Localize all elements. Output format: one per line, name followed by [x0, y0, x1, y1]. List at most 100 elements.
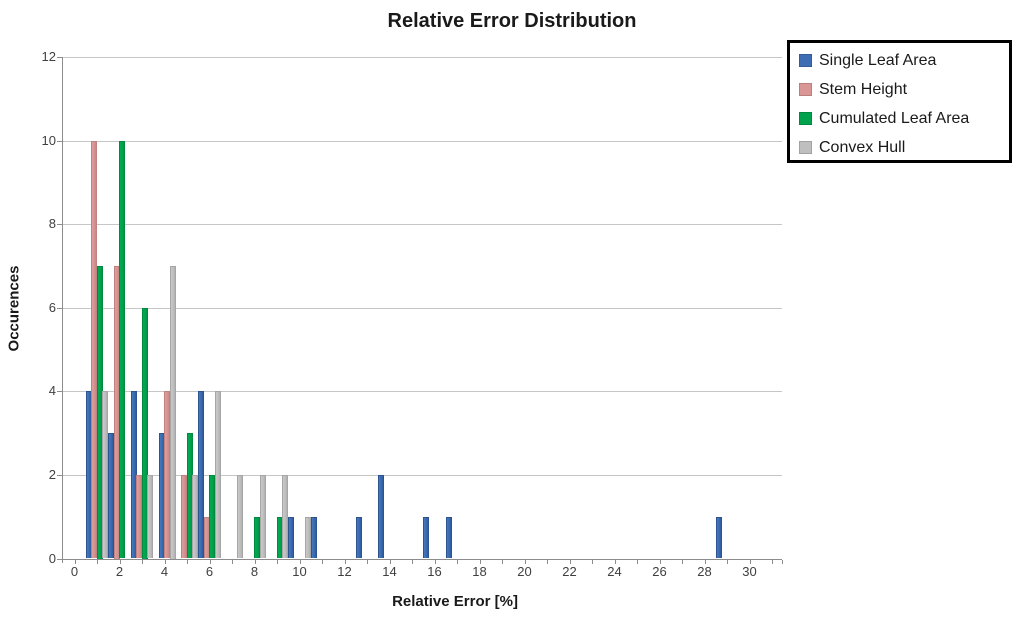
- x-tick-label: 4: [160, 564, 169, 579]
- bar-2-bin5: [186, 433, 193, 559]
- x-tick: [232, 559, 233, 564]
- x-tick: [547, 559, 548, 564]
- y-axis-title: Occurences: [5, 265, 23, 352]
- x-tick: [142, 559, 143, 564]
- gridline: [62, 57, 782, 58]
- x-tick: [322, 559, 323, 564]
- bar-3-bin10: [304, 516, 311, 559]
- x-tick: [74, 559, 76, 564]
- x-tick: [479, 559, 481, 564]
- x-tick-label: 20: [517, 564, 532, 579]
- bar-0-bin1: [85, 391, 92, 559]
- legend-label: Stem Height: [819, 80, 908, 98]
- legend-item-0: Single Leaf Area: [799, 46, 1009, 75]
- x-tick: [412, 559, 413, 564]
- bar-2-bin8: [254, 516, 261, 559]
- x-tick-label: 14: [382, 564, 397, 579]
- x-axis-line: [58, 558, 782, 560]
- y-tick-label: 10: [41, 132, 56, 148]
- x-tick: [389, 559, 391, 564]
- bar-2-bin9: [276, 516, 283, 559]
- bar-0-bin11: [310, 516, 317, 559]
- y-axis-line: [62, 57, 63, 563]
- x-tick: [524, 559, 526, 564]
- gridline: [62, 474, 782, 476]
- x-tick: [727, 559, 728, 564]
- bar-1-bin3: [136, 474, 143, 559]
- bar-2-bin3: [141, 307, 148, 559]
- x-tick-label: 16: [427, 564, 442, 579]
- x-tick: [367, 559, 368, 564]
- chart-title: Relative Error Distribution: [387, 10, 637, 32]
- x-tick: [614, 559, 616, 564]
- y-tick-label: 8: [48, 216, 56, 232]
- x-tick: [704, 559, 706, 564]
- bar-3-bin8: [259, 474, 266, 559]
- x-tick: [97, 559, 98, 564]
- x-tick: [434, 559, 436, 564]
- bar-2-bin1: [96, 266, 103, 559]
- y-tick: [57, 140, 62, 142]
- legend-label: Convex Hull: [819, 138, 906, 156]
- x-tick: [344, 559, 346, 564]
- bar-3-bin4: [169, 266, 176, 559]
- legend-item-2: Cumulated Leaf Area: [799, 104, 1009, 133]
- bar-1-bin5: [181, 474, 188, 559]
- bar-1-bin2: [113, 266, 120, 559]
- bar-0-bin16: [423, 516, 430, 559]
- y-tick: [57, 57, 62, 58]
- y-tick-label: 2: [48, 466, 56, 482]
- bar-3-bin7: [237, 474, 244, 559]
- x-tick: [637, 559, 638, 564]
- bar-3-bin3: [147, 474, 154, 559]
- bar-0-bin6: [198, 391, 205, 559]
- x-tick: [187, 559, 188, 564]
- x-tick: [502, 559, 503, 564]
- bar-0-bin13: [355, 516, 362, 559]
- legend-swatch-icon: [799, 112, 812, 125]
- x-tick: [277, 559, 278, 564]
- x-tick-label: 0: [70, 564, 79, 579]
- x-tick: [119, 559, 121, 564]
- legend-swatch-icon: [799, 83, 812, 96]
- y-tick-label: 4: [48, 383, 56, 399]
- bar-2-bin2: [119, 140, 126, 559]
- gridline: [62, 140, 782, 142]
- x-tick: [299, 559, 301, 564]
- bar-0-bin3: [130, 391, 137, 559]
- x-tick-label: 12: [337, 564, 352, 579]
- bar-1-bin4: [164, 391, 171, 559]
- x-tick-label: 18: [472, 564, 487, 579]
- bar-0-bin4: [158, 433, 165, 559]
- x-tick: [209, 559, 211, 564]
- y-tick-label: 6: [48, 299, 56, 315]
- x-tick-label: 30: [742, 564, 757, 579]
- bar-3-bin9: [282, 474, 289, 559]
- y-tick-label: 12: [41, 49, 56, 64]
- bar-0-bin14: [378, 474, 385, 559]
- x-tick: [682, 559, 683, 564]
- bar-3-bin1: [102, 391, 109, 559]
- y-tick-label: 0: [48, 550, 56, 566]
- x-tick: [254, 559, 256, 564]
- bar-3-bin5: [192, 474, 199, 559]
- y-tick: [57, 474, 62, 476]
- y-tick: [57, 391, 62, 393]
- bar-3-bin6: [214, 391, 221, 559]
- x-tick-label: 28: [697, 564, 712, 579]
- gridline: [62, 391, 782, 393]
- x-tick-label: 8: [250, 564, 259, 579]
- legend-label: Cumulated Leaf Area: [819, 109, 970, 127]
- bar-1-bin6: [203, 516, 210, 559]
- bar-2-bin6: [209, 474, 216, 559]
- x-tick-label: 22: [562, 564, 577, 579]
- x-tick: [659, 559, 661, 564]
- y-tick: [57, 558, 62, 560]
- x-tick-label: 6: [205, 564, 214, 579]
- x-tick-label: 26: [652, 564, 667, 579]
- x-axis-title: Relative Error [%]: [392, 593, 518, 610]
- bar-0-bin29: [715, 516, 722, 559]
- y-tick: [57, 224, 62, 226]
- gridline: [62, 307, 782, 309]
